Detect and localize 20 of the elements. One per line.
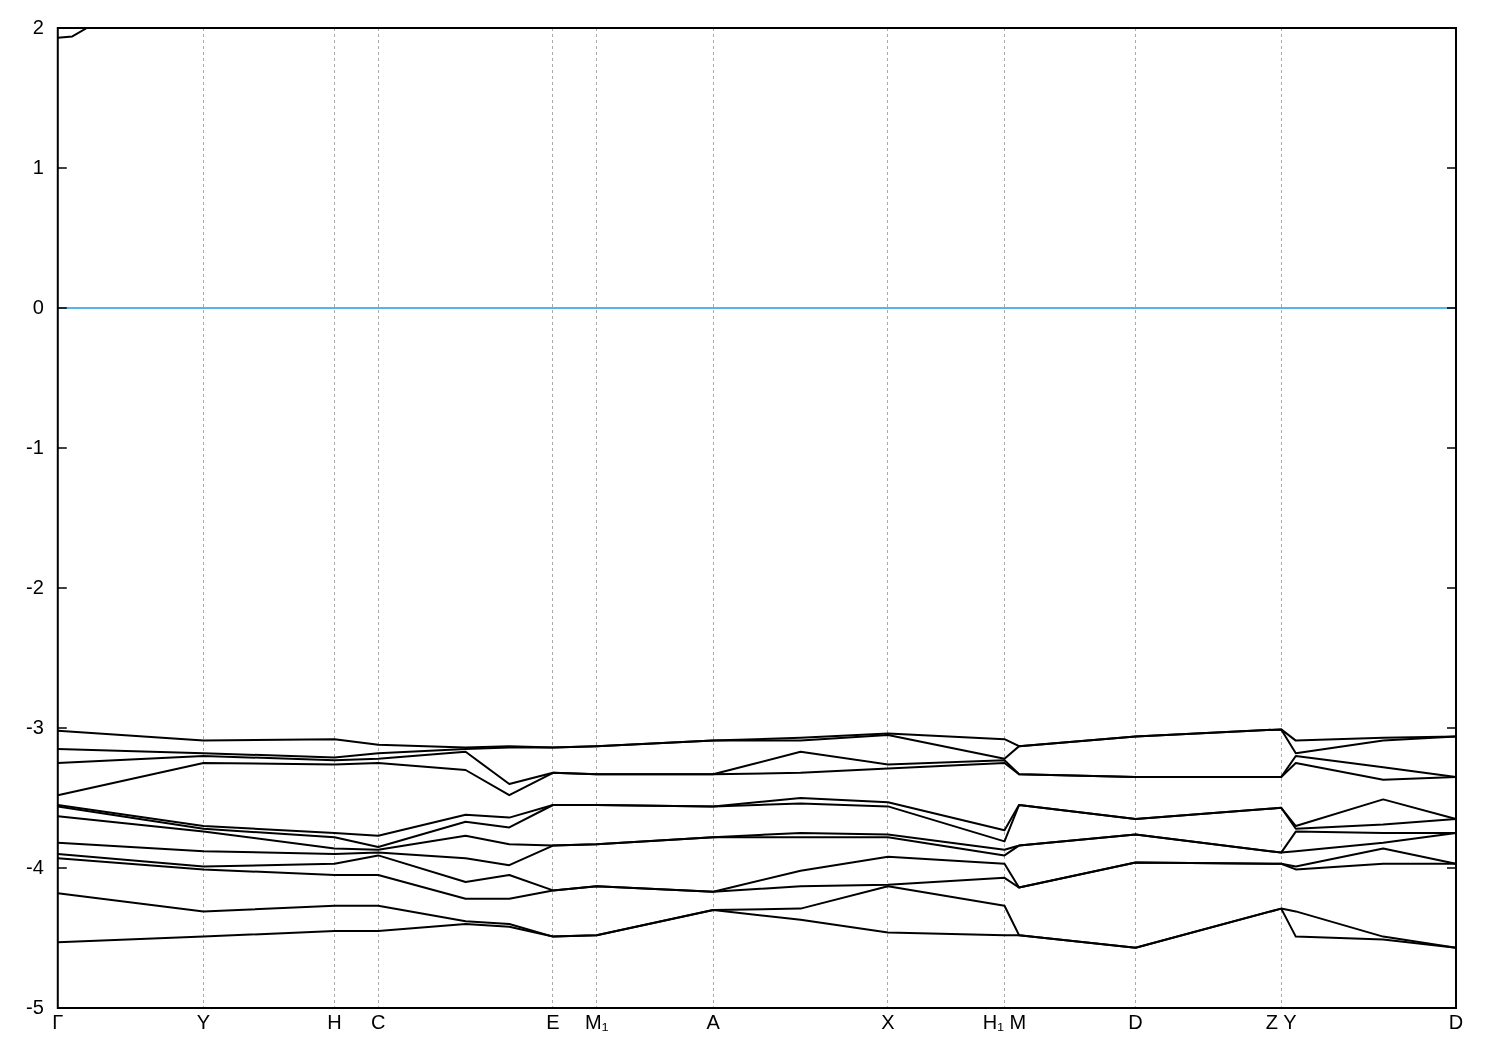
x-tick-label: Γ — [52, 1010, 64, 1033]
x-tick-label: Z Y — [1265, 1010, 1297, 1033]
y-tick-label: -4 — [25, 855, 44, 878]
y-tick-label: -2 — [25, 575, 44, 598]
x-tick-label: H — [327, 1010, 342, 1033]
x-tick-label: E — [546, 1010, 560, 1033]
y-tick-label: -3 — [25, 715, 44, 738]
y-tick-label: -1 — [25, 435, 44, 458]
x-tick-label: A — [706, 1010, 721, 1033]
x-tick-label: D — [1128, 1010, 1143, 1033]
y-tick-label: 1 — [32, 155, 44, 178]
x-tick-label: X — [881, 1010, 895, 1033]
x-tick-label: D — [1448, 1010, 1464, 1033]
x-tick-label: Y — [196, 1010, 211, 1033]
y-tick-label: 0 — [32, 295, 44, 318]
x-tick-label: C — [370, 1010, 386, 1033]
x-tick-label: M₁ — [584, 1010, 609, 1033]
x-tick-label: H₁ M — [982, 1010, 1027, 1033]
y-tick-label: 2 — [32, 15, 44, 38]
y-tick-label: -5 — [25, 995, 44, 1018]
